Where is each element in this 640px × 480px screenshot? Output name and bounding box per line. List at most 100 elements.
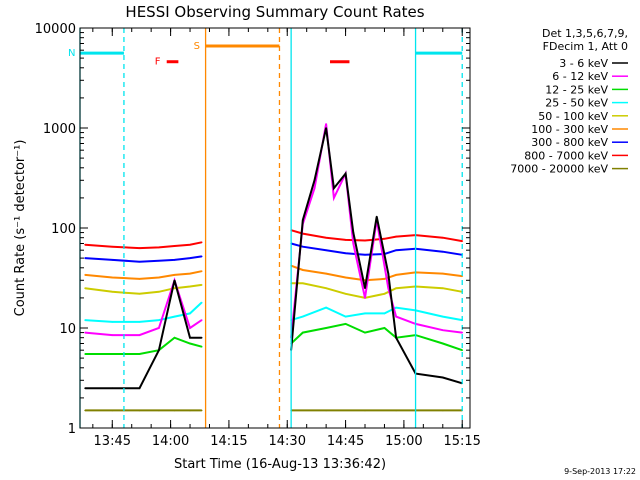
series-8-point-17 [461,240,464,242]
series-8-point-10 [325,236,327,239]
series-8-point-11 [344,239,347,241]
series-9-point-1 [84,409,86,412]
series-4-line-2 [290,306,463,322]
series-9-point-9 [325,409,327,412]
series-3-point-10 [325,327,327,329]
series-5-line-1 [84,283,202,295]
series-8-point-13 [383,238,386,240]
series-3-point-3 [138,353,141,355]
series-3-point-5 [173,336,176,339]
series-3-point-6 [189,342,191,345]
series-3-point-13 [383,327,386,329]
series-2-point-6 [189,327,191,329]
series-5-point-2 [111,291,114,293]
series-1-point-14 [352,231,355,234]
timestamp: 9-Sep-2013 17:22 [564,467,636,476]
x-axis-label: Start Time (16-Aug-13 13:36:42) [174,457,386,472]
series-2-point-2 [111,334,114,336]
series-1-point-16 [375,215,378,218]
series-1-point-2 [111,387,114,390]
series-2-line-1 [85,277,203,337]
legend-label-7: 300 - 800 keV [531,136,608,149]
x-tick-label-5: 14:45 [327,434,364,449]
series-3-point-11 [344,323,347,325]
series-8-point-3 [138,247,141,249]
series-4 [84,301,464,323]
series-6-point-2 [111,276,114,279]
series-6 [84,264,464,282]
legend-label-3: 12 - 25 keV [545,83,608,96]
series-2-point-14 [352,242,355,245]
series-1-point-7 [200,336,203,339]
series-4-point-5 [173,315,176,318]
series-7-point-11 [344,252,347,254]
series-2-point-12 [333,197,335,199]
series-9-point-6 [189,409,191,412]
series-7-point-2 [111,259,114,261]
series-9-point-3 [138,409,141,412]
series-2-point-20 [442,329,444,332]
series-7-point-6 [189,257,191,259]
series-3-point-12 [364,331,366,334]
series-4-point-9 [302,315,304,318]
series-1-point-9 [302,219,304,221]
series-5-line-2 [291,282,463,299]
series-7-point-14 [395,249,397,251]
series-1-point-1 [84,387,86,390]
series-6-point-13 [383,278,386,280]
series-4-point-6 [189,312,191,315]
series-2-point-21 [461,331,464,334]
legend-label-6: 100 - 300 keV [531,123,608,136]
series-9-point-7 [200,409,203,412]
flag-label-1: N [68,48,75,59]
series-7-point-4 [158,260,160,262]
series-4-point-10 [325,306,327,309]
series-7-point-5 [173,259,176,261]
data-layer [84,123,464,412]
series-1-point-18 [395,336,397,339]
series-7-point-7 [200,255,203,258]
series-2-point-17 [387,287,390,290]
series-6-point-10 [325,272,327,275]
series-9-point-2 [111,409,114,412]
series-1-point-15 [364,287,366,290]
series-8-line-1 [85,241,202,250]
series-8-point-12 [364,239,366,242]
series-1-point-4 [158,349,160,352]
y-tick-label-2: 10 [59,322,76,337]
series-4-point-16 [442,315,444,318]
series-6-point-6 [189,272,191,275]
series-4-point-3 [138,321,141,323]
legend-label-8: 800 - 7000 keV [524,149,608,162]
series-7-point-3 [138,260,141,263]
series-9 [84,409,464,412]
flag-layer: N S F [68,28,463,428]
y-tick-label-5: 10000 [35,22,76,37]
series-3-point-1 [84,353,86,355]
series-8-point-2 [111,245,114,248]
series-6-point-16 [442,272,444,275]
series-5-point-6 [189,285,191,288]
series-5-point-7 [200,284,203,286]
series-1-point-6 [189,336,191,339]
series-4-point-4 [158,319,160,321]
series-5-point-14 [395,287,397,290]
series-5-point-9 [302,282,304,285]
series-9-point-11 [395,409,397,412]
series-3-line-1 [85,336,202,355]
series-5-point-1 [84,287,86,290]
series-3-point-2 [111,353,114,355]
series-7-line-2 [290,242,463,256]
series-7-line-1 [85,255,202,263]
series-9-point-10 [364,409,366,412]
series-8-point-14 [395,235,397,238]
series-3-point-17 [461,349,464,352]
legend-label-1: 3 - 6 keV [559,57,608,70]
series-4-point-13 [383,312,386,315]
series-3 [84,322,464,355]
series-8 [84,229,464,250]
flag-label-4: F [155,57,161,68]
series-1-point-3 [138,387,141,390]
series-3-point-7 [200,345,203,348]
legend-label-9: 7000 - 20000 keV [510,163,608,176]
